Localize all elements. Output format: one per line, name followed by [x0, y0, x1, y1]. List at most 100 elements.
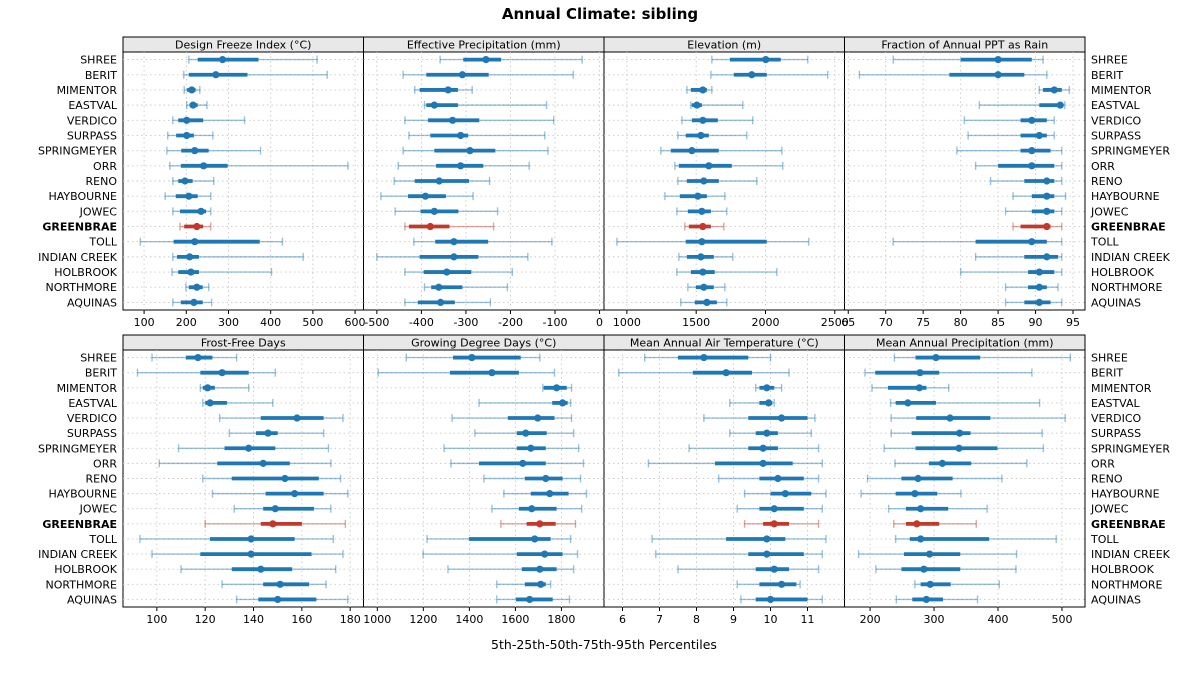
site-label-right: BERIT	[1091, 367, 1123, 380]
percentile-marker-mimentor	[755, 383, 783, 392]
panel-plot-area	[603, 51, 845, 311]
site-label-left: HAYBOURNE	[48, 488, 117, 501]
median-dot	[922, 595, 930, 604]
x-tick-label: 65	[841, 316, 855, 329]
percentile-marker-eastval	[186, 101, 208, 110]
median-dot	[245, 444, 253, 452]
median-dot	[536, 520, 544, 528]
median-dot	[763, 384, 771, 392]
median-dot	[913, 520, 921, 528]
percentile-marker-shree	[644, 353, 772, 362]
percentile-marker-aquinas	[235, 595, 349, 604]
percentile-marker-holbrook	[875, 565, 1017, 574]
site-label-right: JOWEC	[1090, 205, 1129, 218]
median-dot	[693, 101, 701, 109]
median-dot	[528, 505, 536, 513]
percentile-marker-haybourne	[664, 192, 726, 201]
median-dot	[183, 116, 191, 124]
median-dot	[774, 474, 782, 483]
x-tick-label: 1800	[547, 613, 575, 626]
site-label-right: SURPASS	[1091, 427, 1141, 440]
x-tick-label: -200	[498, 316, 523, 329]
median-dot	[199, 162, 208, 170]
site-label-right: MIMENTOR	[1091, 382, 1152, 395]
median-dot	[468, 353, 476, 362]
median-dot	[274, 595, 282, 604]
median-dot	[293, 414, 301, 422]
median-dot	[194, 353, 202, 362]
percentile-marker-indian-creek	[172, 252, 304, 261]
percentile-marker-indian-creek	[655, 550, 823, 559]
percentile-marker-haybourne	[743, 489, 827, 498]
percentile-marker-northmore	[423, 283, 509, 292]
site-label-left: INDIAN CREEK	[38, 251, 118, 264]
median-dot	[700, 283, 708, 291]
percentile-marker-indian-creek	[151, 550, 344, 559]
site-label-left: MIMENTOR	[57, 84, 118, 97]
site-label-left: VERDICO	[67, 114, 118, 127]
site-label-right: RENO	[1091, 175, 1123, 188]
site-label-left: SURPASS	[67, 129, 117, 142]
x-tick-label: 1200	[409, 613, 437, 626]
median-dot	[916, 369, 924, 377]
percentile-marker-jowec	[491, 504, 583, 513]
percentile-marker-greenbrae	[893, 519, 977, 528]
percentile-marker-northmore	[914, 580, 1000, 589]
median-dot	[759, 459, 767, 467]
site-label-right: SPRINGMEYER	[1091, 442, 1170, 455]
panel-strip-title: Mean Annual Air Temperature (°C)	[630, 337, 819, 350]
median-dot	[703, 298, 711, 307]
median-dot	[700, 353, 708, 362]
median-dot	[1043, 253, 1051, 261]
median-dot	[190, 298, 198, 307]
percentile-marker-indian-creek	[422, 550, 579, 559]
median-dot	[926, 580, 934, 588]
median-dot	[700, 177, 708, 185]
median-dot	[920, 565, 928, 573]
median-dot	[269, 520, 277, 528]
panel-plot-area	[363, 51, 605, 311]
x-tick-label: 140	[243, 613, 264, 626]
median-dot	[698, 207, 706, 215]
median-dot	[519, 459, 527, 467]
median-dot	[450, 253, 458, 261]
site-label-right: GREENBRAE	[1091, 518, 1166, 531]
median-dot	[698, 238, 706, 246]
median-dot	[488, 369, 496, 377]
percentile-marker-orr	[450, 459, 585, 468]
median-dot	[271, 505, 279, 513]
site-label-right: HAYBOURNE	[1091, 190, 1160, 203]
percentile-marker-shree	[711, 55, 809, 64]
percentile-marker-holbrook	[676, 268, 778, 277]
percentile-marker-verdico	[963, 116, 1055, 125]
percentile-marker-mimentor	[686, 85, 713, 94]
percentile-marker-orr	[158, 459, 332, 468]
percentile-marker-greenbrae	[743, 519, 820, 528]
site-label-right: INDIAN CREEK	[1091, 251, 1171, 264]
percentile-marker-surpass	[408, 131, 546, 140]
site-label-left: JOWEC	[79, 205, 118, 218]
x-tick-label: 120	[195, 613, 216, 626]
x-tick-label: 1000	[363, 613, 391, 626]
x-tick-label: 400	[260, 316, 281, 329]
percentile-marker-mimentor	[542, 383, 573, 392]
site-label-left: AQUINAS	[67, 593, 117, 606]
percentile-marker-jowec	[887, 504, 988, 513]
percentile-marker-eastval	[202, 398, 274, 407]
percentile-marker-springmeyer	[883, 444, 1045, 453]
median-dot	[705, 162, 713, 170]
percentile-marker-springmeyer	[688, 444, 820, 453]
median-dot	[552, 384, 561, 392]
percentile-marker-northmore	[185, 283, 210, 292]
percentile-marker-orr	[169, 161, 349, 170]
percentile-marker-jowec	[394, 207, 499, 216]
x-tick-label: 0	[596, 316, 603, 329]
median-dot	[456, 162, 465, 170]
median-dot	[938, 459, 946, 467]
median-dot	[443, 268, 451, 276]
site-label-left: SPRINGMEYER	[38, 442, 117, 455]
percentile-marker-eastval	[478, 398, 572, 407]
median-dot	[436, 298, 445, 307]
median-dot	[259, 459, 267, 467]
percentile-marker-springmeyer	[402, 146, 549, 155]
